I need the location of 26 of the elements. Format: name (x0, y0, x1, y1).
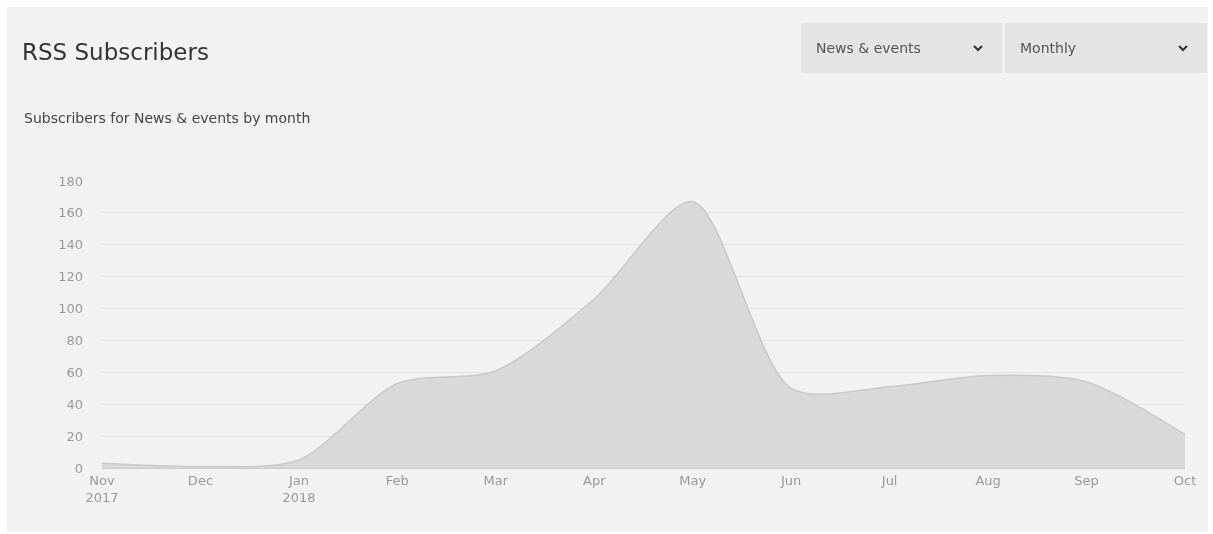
x-tick-label: Dec (187, 472, 214, 488)
y-tick-label: 140 (58, 237, 83, 253)
x-tick-label: Aug (975, 472, 1001, 488)
x-tick-label: Nov 2017 (85, 472, 119, 505)
text: Monthly (1020, 40, 1077, 56)
y-tick-label: 180 (58, 173, 83, 189)
y-tick-label: 80 (66, 332, 83, 348)
x-tick-label: Jul (880, 472, 898, 488)
x-tick-label: Apr (583, 472, 607, 488)
text: News & events (816, 40, 921, 56)
x-tick-label: Jun (780, 472, 802, 488)
y-tick-label: 20 (66, 428, 83, 444)
chart-subtitle: Subscribers for News & events by month (24, 110, 311, 126)
y-tick-label: 100 (58, 301, 83, 317)
x-tick-label: May (679, 472, 707, 488)
y-tick-label: 0 (74, 460, 83, 476)
x-tick-label: Feb (385, 472, 409, 488)
chart-title: RSS Subscribers (22, 39, 209, 66)
y-tick-label: 40 (66, 396, 83, 412)
y-tick-label: 160 (58, 205, 83, 221)
x-tick-label: Mar (483, 472, 509, 488)
x-tick-label: Sep (1074, 472, 1099, 488)
x-tick-label: Jan 2018 (282, 472, 316, 505)
y-tick-label: 120 (58, 269, 83, 285)
y-tick-label: 60 (66, 364, 83, 380)
x-tick-label: Oct (1173, 472, 1197, 488)
